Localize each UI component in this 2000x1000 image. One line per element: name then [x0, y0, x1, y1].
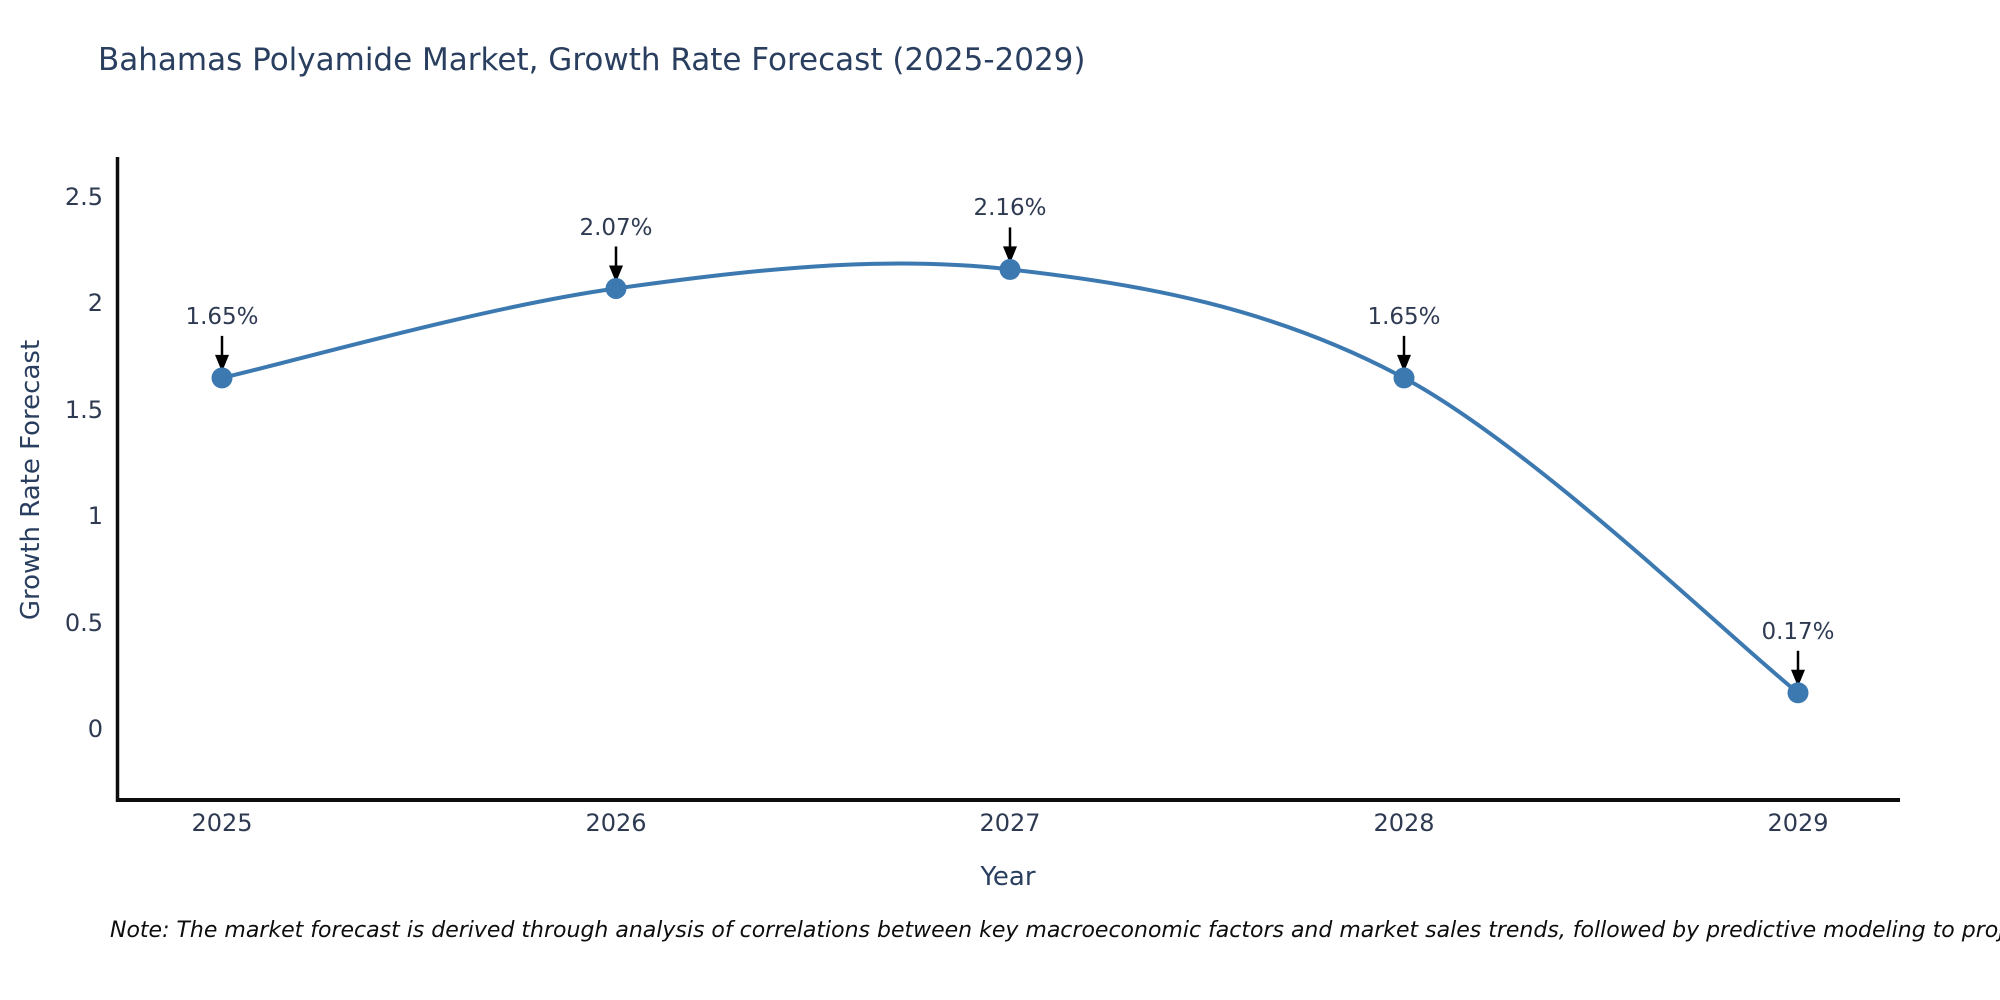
y-tick-label: 2.5 — [64, 183, 103, 211]
data-label-2028: 1.65% — [1367, 303, 1441, 330]
forecast-line — [221, 261, 1800, 695]
annotation-arrow-head — [609, 265, 623, 283]
x-tick-label: 2028 — [1373, 809, 1435, 837]
data-point-marker — [1393, 367, 1415, 389]
data-label-2026: 2.07% — [579, 214, 653, 241]
y-tick-label: 0 — [87, 715, 103, 743]
data-label-2027: 2.16% — [973, 195, 1047, 222]
annotation-arrow-head — [1003, 246, 1017, 264]
data-point-marker — [605, 278, 627, 299]
chart-title: Bahamas Polyamide Market, Growth Rate Fo… — [98, 42, 1086, 78]
annotation-arrows — [215, 227, 1805, 687]
data-point-marker — [1787, 682, 1809, 704]
x-axis-title: Year — [980, 862, 1036, 892]
data-label-2025: 1.65% — [185, 303, 259, 330]
data-point-marker — [211, 367, 233, 389]
y-tick-label: 0.5 — [64, 608, 103, 637]
y-tick-label: 1 — [87, 502, 103, 531]
data-point-marker — [999, 258, 1021, 280]
x-tick-label: 2026 — [585, 809, 647, 837]
y-axis-title: Growth Rate Forecast — [16, 339, 46, 621]
data-label-2029: 0.17% — [1761, 618, 1835, 645]
y-tick-label: 2 — [87, 289, 103, 318]
x-tick-label: 2027 — [979, 809, 1041, 837]
annotation-arrow-head — [215, 354, 229, 372]
data-point-markers — [211, 258, 1809, 704]
x-tick-label: 2029 — [1767, 809, 1829, 837]
x-tick-label: 2025 — [191, 809, 253, 837]
annotation-arrow-head — [1791, 669, 1805, 687]
y-tick-label: 1.5 — [64, 395, 103, 424]
annotation-arrow-head — [1397, 354, 1411, 372]
footnote: Note: The market forecast is derived thr… — [110, 918, 2000, 943]
